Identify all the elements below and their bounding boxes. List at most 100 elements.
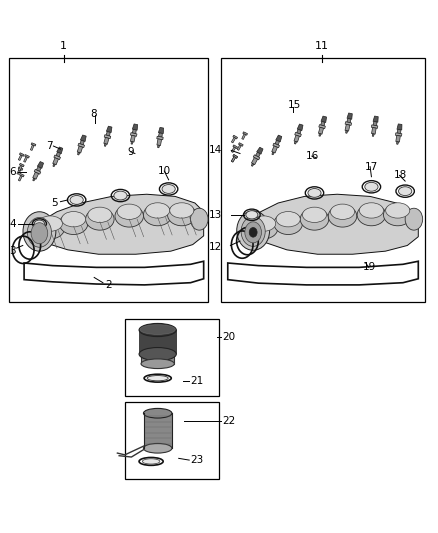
Polygon shape — [347, 113, 352, 119]
Text: 7: 7 — [46, 141, 53, 151]
Polygon shape — [233, 155, 237, 158]
Ellipse shape — [246, 211, 258, 219]
Polygon shape — [251, 164, 254, 166]
Ellipse shape — [300, 208, 328, 230]
Polygon shape — [294, 141, 297, 144]
Polygon shape — [373, 116, 378, 122]
Ellipse shape — [357, 204, 385, 226]
Polygon shape — [131, 135, 135, 142]
Ellipse shape — [86, 208, 114, 230]
Ellipse shape — [60, 213, 88, 235]
Polygon shape — [81, 135, 86, 142]
Ellipse shape — [145, 203, 170, 218]
Ellipse shape — [385, 203, 410, 218]
Ellipse shape — [249, 217, 278, 239]
Text: 12: 12 — [209, 242, 223, 252]
Polygon shape — [33, 194, 204, 254]
Ellipse shape — [141, 359, 174, 368]
Polygon shape — [396, 135, 400, 142]
Ellipse shape — [36, 217, 65, 239]
Polygon shape — [275, 140, 279, 145]
Ellipse shape — [88, 207, 112, 222]
Ellipse shape — [143, 443, 172, 453]
Polygon shape — [297, 130, 301, 134]
Polygon shape — [18, 165, 22, 171]
Polygon shape — [231, 147, 236, 152]
Ellipse shape — [142, 459, 160, 464]
Text: 14: 14 — [209, 146, 223, 156]
Ellipse shape — [27, 217, 52, 247]
Polygon shape — [231, 138, 236, 143]
Polygon shape — [321, 122, 325, 126]
Polygon shape — [257, 147, 263, 154]
Polygon shape — [272, 152, 274, 155]
Ellipse shape — [140, 325, 175, 334]
Polygon shape — [272, 146, 277, 153]
Ellipse shape — [117, 204, 141, 220]
Text: 11: 11 — [315, 41, 329, 51]
Polygon shape — [233, 135, 237, 139]
Ellipse shape — [328, 205, 357, 227]
Polygon shape — [157, 139, 162, 146]
Polygon shape — [104, 143, 106, 147]
Ellipse shape — [276, 212, 300, 227]
Polygon shape — [294, 135, 300, 142]
Ellipse shape — [191, 208, 208, 230]
Ellipse shape — [330, 204, 355, 220]
Bar — [144, 413, 172, 448]
Polygon shape — [295, 132, 301, 136]
Polygon shape — [78, 152, 80, 155]
Bar — [125, 319, 219, 395]
Polygon shape — [53, 158, 58, 165]
Polygon shape — [347, 118, 351, 123]
Polygon shape — [345, 124, 350, 131]
Ellipse shape — [245, 222, 261, 243]
Ellipse shape — [39, 216, 63, 231]
Polygon shape — [371, 127, 376, 134]
Polygon shape — [25, 155, 29, 158]
Polygon shape — [319, 125, 325, 128]
Ellipse shape — [143, 204, 172, 226]
Polygon shape — [371, 125, 378, 128]
Polygon shape — [18, 175, 22, 181]
Ellipse shape — [139, 324, 176, 336]
Polygon shape — [132, 124, 138, 130]
Ellipse shape — [61, 212, 86, 227]
Text: 4: 4 — [10, 219, 16, 229]
Polygon shape — [159, 127, 164, 134]
Polygon shape — [18, 155, 22, 160]
Ellipse shape — [162, 184, 175, 193]
Polygon shape — [19, 173, 24, 177]
Text: 1: 1 — [60, 41, 67, 51]
Polygon shape — [132, 130, 136, 134]
Polygon shape — [37, 161, 43, 168]
Polygon shape — [104, 138, 109, 144]
Polygon shape — [346, 131, 348, 133]
Polygon shape — [54, 155, 60, 159]
Polygon shape — [36, 167, 41, 172]
Ellipse shape — [399, 187, 412, 196]
Polygon shape — [33, 178, 35, 181]
Bar — [125, 402, 219, 479]
Text: 2: 2 — [105, 280, 112, 290]
Ellipse shape — [167, 204, 196, 226]
Text: 15: 15 — [288, 100, 301, 110]
Polygon shape — [77, 146, 83, 153]
Text: 21: 21 — [191, 376, 204, 386]
Polygon shape — [253, 155, 260, 160]
Text: 13: 13 — [209, 210, 223, 220]
Polygon shape — [372, 134, 374, 136]
Ellipse shape — [241, 216, 265, 246]
Ellipse shape — [114, 191, 127, 200]
Text: 8: 8 — [90, 109, 96, 119]
Polygon shape — [243, 132, 247, 135]
Ellipse shape — [302, 207, 326, 222]
Polygon shape — [319, 133, 321, 136]
Polygon shape — [318, 127, 324, 134]
Text: 10: 10 — [158, 166, 171, 176]
Polygon shape — [397, 124, 402, 130]
Text: 19: 19 — [363, 262, 376, 272]
Polygon shape — [131, 133, 137, 136]
Ellipse shape — [23, 212, 56, 251]
Text: 5: 5 — [52, 198, 58, 208]
